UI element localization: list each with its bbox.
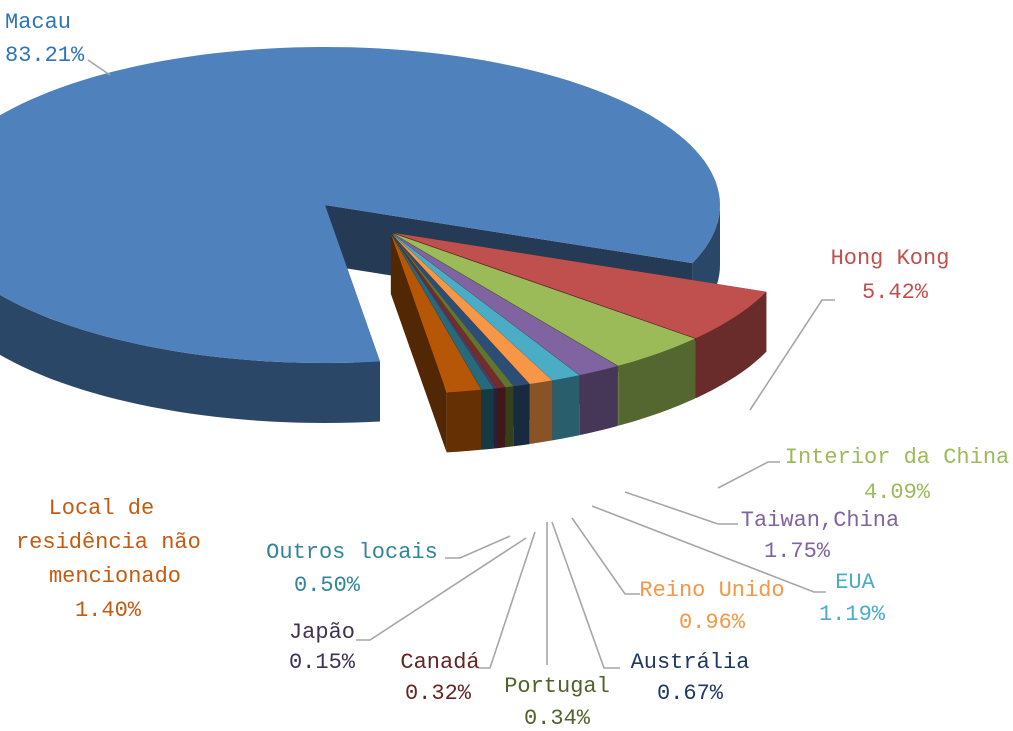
leader-line	[591, 505, 826, 593]
leader-line	[87, 59, 111, 76]
leader-line	[478, 531, 536, 669]
slice-outer-side	[695, 291, 767, 399]
slice-outer-side	[497, 387, 506, 449]
leader-line	[551, 521, 620, 669]
value-label: 1.40%	[75, 598, 142, 623]
slice-outer-side	[513, 384, 530, 447]
slice-top	[391, 233, 498, 389]
slice	[390, 234, 482, 453]
slice-top	[390, 234, 482, 393]
value-label: 0.32%	[405, 681, 472, 706]
category-label: Reino Unido	[639, 578, 784, 603]
slice-outer-side	[493, 388, 498, 449]
slice-outer-side	[0, 294, 380, 423]
slice-top	[394, 233, 767, 339]
category-label: Taiwan,China	[741, 508, 899, 533]
slice-cut-side	[390, 234, 447, 453]
slice-outer-side	[446, 389, 482, 453]
category-label: Macau	[5, 10, 71, 35]
leader-line	[445, 535, 511, 559]
value-label: 0.50%	[294, 573, 361, 598]
category-label: Portugal	[504, 674, 610, 699]
slice-outer-side	[552, 375, 580, 441]
slice-top	[392, 233, 580, 381]
leader-line	[624, 491, 738, 525]
slice-outer-side	[505, 386, 514, 448]
value-label: 1.19%	[819, 602, 886, 627]
slice-top	[391, 233, 553, 384]
slice-outer-side	[618, 338, 695, 426]
slice-top	[391, 233, 514, 388]
value-label: 0.96%	[679, 610, 746, 635]
value-label: 1.75%	[764, 539, 831, 564]
category-label: Canadá	[400, 650, 479, 675]
slice-top	[391, 233, 530, 387]
slice-top	[392, 233, 618, 376]
slice-outer-side	[529, 380, 553, 444]
value-label: 0.34%	[524, 706, 591, 731]
value-label: 0.15%	[289, 650, 356, 675]
category-label: Japão	[289, 620, 355, 645]
slice-top	[393, 233, 695, 366]
leader-line	[356, 537, 527, 641]
slice-top	[0, 47, 720, 363]
leader-line	[717, 461, 780, 489]
slice-top	[391, 233, 506, 389]
leader-line	[749, 299, 835, 411]
value-label: 4.09%	[864, 480, 931, 505]
slice-outer-side	[579, 366, 618, 436]
value-label: 83.21%	[5, 43, 85, 68]
category-label: EUA	[835, 570, 875, 595]
value-label: 5.42%	[862, 280, 929, 305]
category-label: Local de residência não mencionado	[16, 496, 214, 589]
category-label: Outros locais	[266, 540, 438, 565]
category-label: Hong Kong	[831, 246, 950, 271]
slice-outer-side	[481, 388, 494, 450]
category-label: Interior da China	[785, 445, 1009, 470]
slice-top	[391, 233, 494, 390]
category-label: Austrália	[631, 650, 750, 675]
value-label: 0.67%	[657, 681, 724, 706]
leader-line	[571, 517, 640, 595]
